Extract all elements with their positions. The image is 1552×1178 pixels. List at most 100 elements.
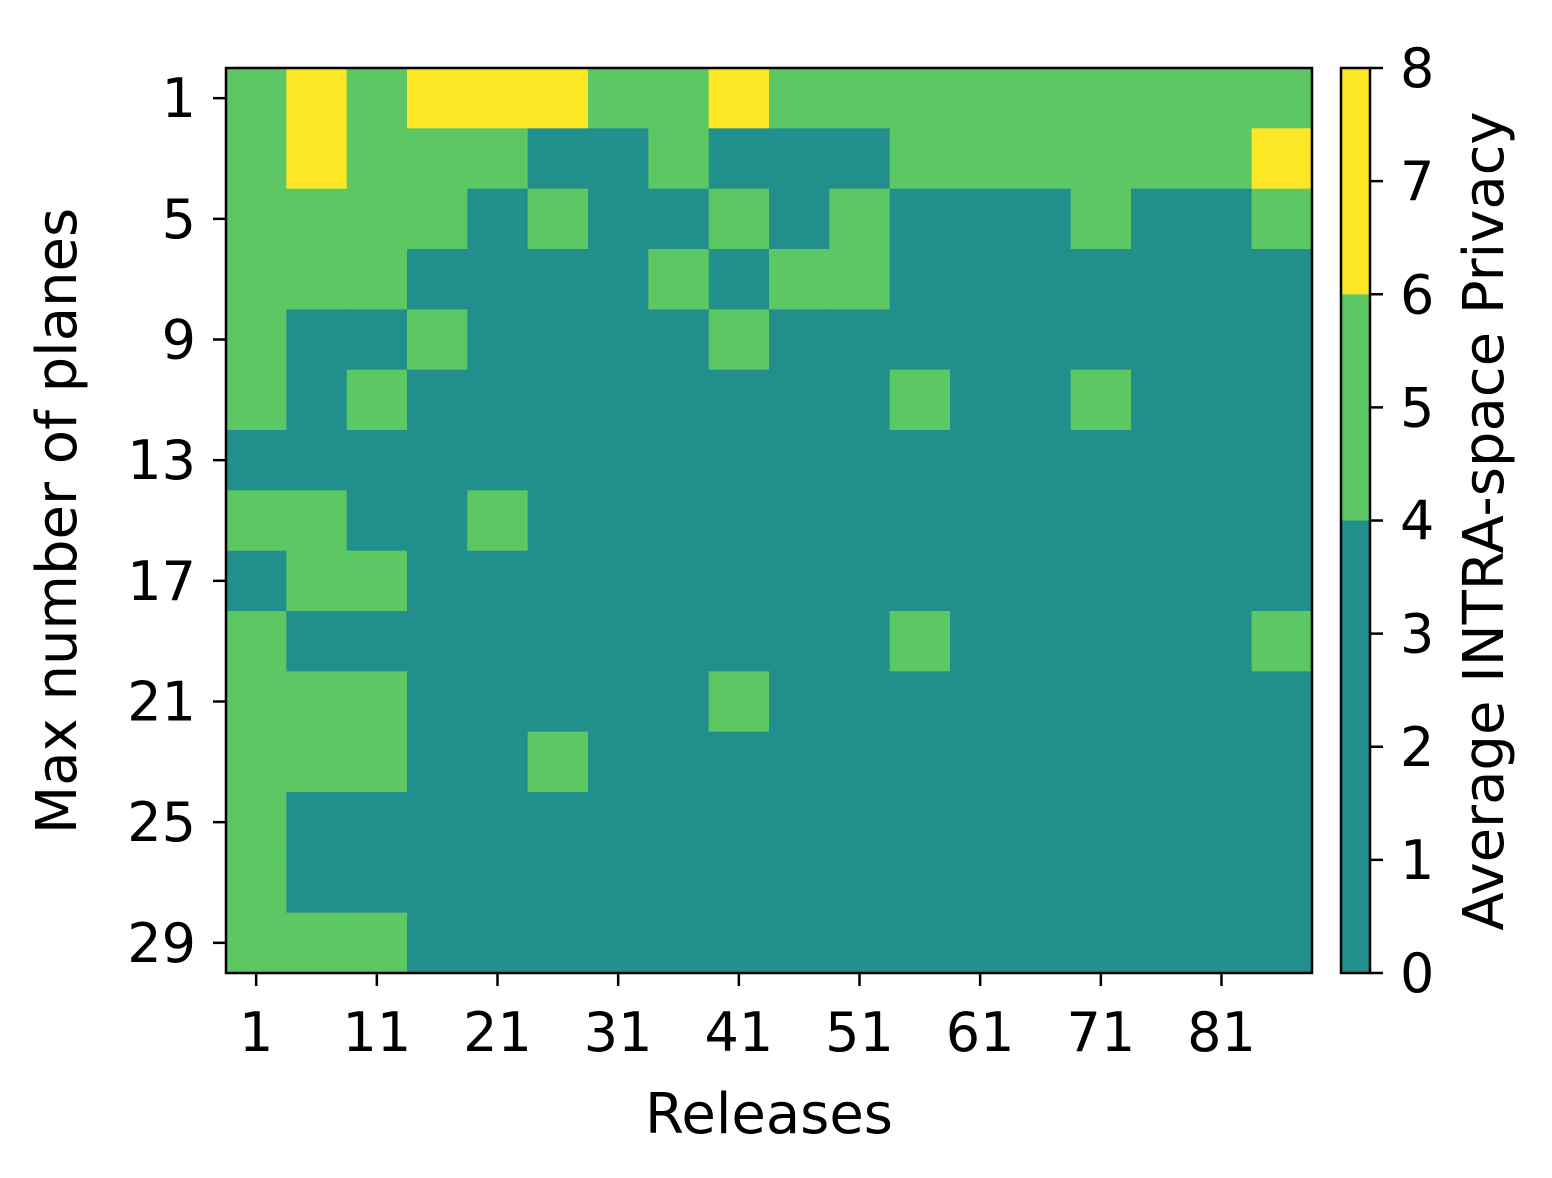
heatmap-cell xyxy=(1070,792,1132,853)
heatmap-cell xyxy=(889,68,951,129)
heatmap-cell xyxy=(1010,68,1072,129)
heatmap-cell xyxy=(708,128,770,190)
colorbar-tick-label: 6 xyxy=(1400,263,1434,326)
heatmap-cell xyxy=(648,852,710,914)
heatmap-cell xyxy=(1251,671,1313,733)
colorbar-label: Average INTRA-space Privacy xyxy=(1452,111,1517,930)
heatmap-cell xyxy=(226,369,287,431)
heatmap-cell xyxy=(1251,188,1313,250)
heatmap-cell xyxy=(648,128,710,190)
heatmap-cell xyxy=(286,792,348,853)
heatmap-cell xyxy=(527,128,589,190)
heatmap-cell xyxy=(950,128,1011,190)
heatmap-cell xyxy=(346,309,408,371)
heatmap-cell xyxy=(407,490,468,552)
heatmap-cell xyxy=(1251,611,1313,672)
heatmap-cell xyxy=(407,309,468,371)
heatmap-cell xyxy=(1070,671,1132,733)
heatmap-cell xyxy=(648,249,710,310)
heatmap-cell xyxy=(1070,611,1132,672)
heatmap-cell xyxy=(527,611,589,672)
heatmap-cell xyxy=(1191,671,1253,733)
heatmap-cell xyxy=(226,249,287,310)
heatmap-cell xyxy=(829,128,891,190)
heatmap-cell xyxy=(1010,671,1072,733)
heatmap-cell xyxy=(648,309,710,371)
heatmap-cell xyxy=(527,490,589,552)
heatmap-cell xyxy=(889,369,951,431)
heatmap-cell xyxy=(407,128,468,190)
heatmap-cell xyxy=(226,671,287,733)
heatmap-cell xyxy=(769,731,830,793)
heatmap-cell xyxy=(527,188,589,250)
y-axis-label: Max number of planes xyxy=(25,208,90,834)
heatmap-cell xyxy=(467,792,529,853)
heatmap-cell xyxy=(1010,912,1072,974)
heatmap-cell xyxy=(950,550,1011,612)
heatmap-cell xyxy=(708,731,770,793)
heatmap-cell xyxy=(1131,671,1192,733)
heatmap-cell xyxy=(829,490,891,552)
heatmap-cell xyxy=(588,188,649,250)
heatmap-cell xyxy=(1010,550,1072,612)
heatmap-cell xyxy=(467,550,529,612)
heatmap-cell xyxy=(527,369,589,431)
heatmap-cell xyxy=(467,309,529,371)
heatmap-cell xyxy=(708,369,770,431)
heatmap-cell xyxy=(648,731,710,793)
heatmap-cell xyxy=(1070,188,1132,250)
heatmap-cell xyxy=(648,490,710,552)
heatmap-cell xyxy=(889,912,951,974)
heatmap-cell xyxy=(1191,490,1253,552)
heatmap-cell xyxy=(467,731,529,793)
heatmap-cell xyxy=(588,912,649,974)
x-axis-label: Releases xyxy=(645,1082,893,1147)
heatmap-cell xyxy=(769,550,830,612)
heatmap-cell xyxy=(1010,430,1072,491)
heatmap-cell xyxy=(1131,128,1192,190)
heatmap-cell xyxy=(950,68,1011,129)
colorbar-tick-label: 5 xyxy=(1400,376,1434,439)
heatmap-cell xyxy=(1191,68,1253,129)
heatmap-cell xyxy=(1131,68,1192,129)
heatmap-cell xyxy=(467,490,529,552)
heatmap-cell xyxy=(889,490,951,552)
heatmap-cell xyxy=(950,490,1011,552)
heatmap-cell xyxy=(1010,249,1072,310)
heatmap-cell xyxy=(1070,309,1132,371)
heatmap-cell xyxy=(769,68,830,129)
heatmap-cell xyxy=(1070,68,1132,129)
heatmap-cell xyxy=(1131,550,1192,612)
heatmap-cell xyxy=(467,852,529,914)
heatmap-cell xyxy=(286,852,348,914)
heatmap-cell xyxy=(346,369,408,431)
heatmap-cell xyxy=(708,309,770,371)
heatmap-cell xyxy=(286,611,348,672)
heatmap-cell xyxy=(1131,792,1192,853)
heatmap-cell xyxy=(648,550,710,612)
heatmap-cell xyxy=(1070,852,1132,914)
y-axis-ticks: 1 5 9 13 17 21 25 29 xyxy=(127,67,226,975)
heatmap-cell xyxy=(527,852,589,914)
heatmap-cell xyxy=(588,249,649,310)
heatmap-cell xyxy=(467,249,529,310)
heatmap-cell xyxy=(1131,912,1192,974)
heatmap-cell xyxy=(226,912,287,974)
heatmap-cell xyxy=(407,550,468,612)
heatmap-cell xyxy=(226,490,287,552)
heatmap-cell xyxy=(1010,490,1072,552)
heatmap-cell xyxy=(346,671,408,733)
heatmap-cell xyxy=(467,430,529,491)
heatmap-cell xyxy=(889,128,951,190)
heatmap-cell xyxy=(346,249,408,310)
heatmap-cell xyxy=(950,249,1011,310)
heatmap-cell xyxy=(407,731,468,793)
heatmap-cell xyxy=(708,68,770,129)
heatmap-cell xyxy=(527,550,589,612)
colorbar-tick-label: 7 xyxy=(1400,150,1434,213)
heatmap-cell xyxy=(1251,430,1313,491)
heatmap-cell xyxy=(1010,792,1072,853)
heatmap-cell xyxy=(829,188,891,250)
heatmap-cell xyxy=(769,369,830,431)
heatmap-cell xyxy=(889,430,951,491)
